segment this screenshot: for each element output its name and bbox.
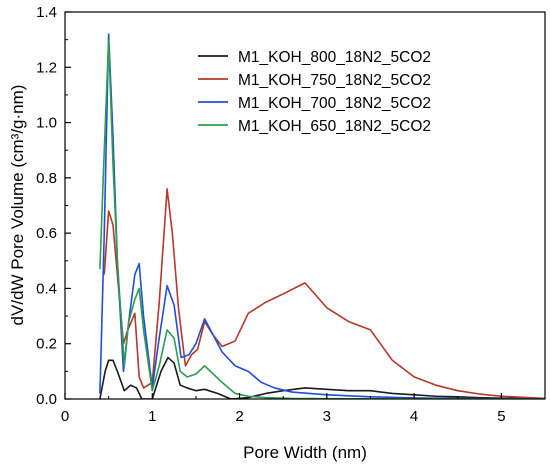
legend: M1_KOH_800_18N2_5CO2 M1_KOH_750_18N2_5CO2… xyxy=(198,49,431,135)
y-tick-label: 1.4 xyxy=(36,4,57,21)
x-tick-label: 1 xyxy=(148,408,156,425)
x-tick-label: 2 xyxy=(235,408,243,425)
y-tick-label: 1.2 xyxy=(36,59,57,76)
x-tick-label: 4 xyxy=(410,408,418,425)
series-layer xyxy=(99,33,545,399)
x-axis: 0 1 2 3 4 5 xyxy=(61,393,506,425)
legend-label: M1_KOH_750_18N2_5CO2 xyxy=(238,72,431,89)
series-line-2 xyxy=(103,188,545,399)
y-axis-title: dV/dW Pore Volume (cm³/g·nm) xyxy=(8,85,27,326)
series-line-4 xyxy=(99,38,545,399)
series-line-3 xyxy=(99,33,545,399)
y-tick-label: 0.0 xyxy=(36,391,57,408)
legend-label: M1_KOH_800_18N2_5CO2 xyxy=(238,49,431,66)
y-tick-label: 0.8 xyxy=(36,170,57,187)
series-line-1 xyxy=(99,356,545,399)
x-tick-label: 3 xyxy=(323,408,331,425)
x-tick-label: 5 xyxy=(497,408,505,425)
y-tick-label: 1.0 xyxy=(36,115,57,132)
legend-label: M1_KOH_700_18N2_5CO2 xyxy=(238,95,431,112)
x-tick-label: 0 xyxy=(61,408,69,425)
x-axis-title: Pore Width (nm) xyxy=(243,443,367,462)
legend-label: M1_KOH_650_18N2_5CO2 xyxy=(238,118,431,135)
y-axis: 0.0 0.2 0.4 0.6 0.8 1.0 1.2 1.4 xyxy=(36,4,71,408)
y-tick-label: 0.4 xyxy=(36,280,57,297)
y-tick-label: 0.2 xyxy=(36,336,57,353)
y-tick-label: 0.6 xyxy=(36,225,57,242)
